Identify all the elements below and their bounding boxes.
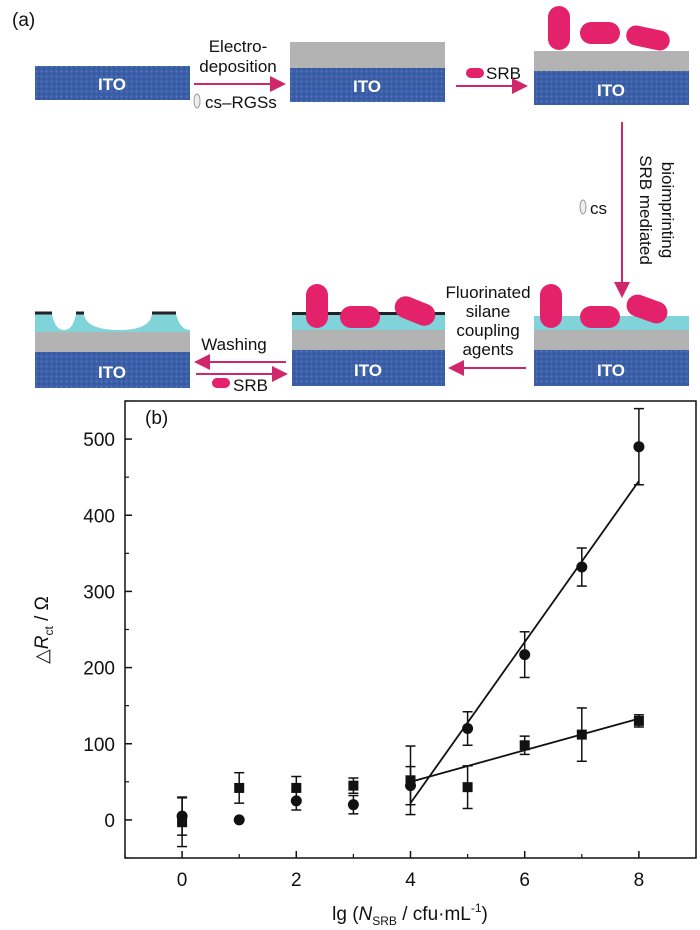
data-point-circle — [233, 814, 245, 826]
svg-text:Electro-: Electro- — [209, 37, 268, 56]
svg-text:Fluorinated: Fluorinated — [445, 283, 530, 302]
step-silane-coupling: Fluorinated silane coupling agents — [445, 283, 531, 376]
data-point-square — [234, 782, 245, 793]
panel-a-label: (a) — [12, 10, 35, 31]
step-srb-adsorption: SRB — [456, 64, 528, 94]
data-point-circle — [519, 649, 531, 661]
bacterium — [626, 294, 668, 324]
data-point-square — [462, 782, 473, 793]
data-point-square — [405, 775, 416, 786]
svg-text:deposition: deposition — [199, 57, 277, 76]
srb-icon — [212, 378, 230, 388]
svg-text:ITO: ITO — [98, 75, 126, 94]
panel-b-label: (b) — [145, 408, 168, 429]
ito-electrode-silane: ITO — [292, 284, 445, 386]
data-point-square — [519, 740, 530, 751]
data-point-square — [576, 729, 587, 740]
step-bioimprinting: SRB mediated bioimprinting cs — [579, 122, 677, 298]
axis-ticks: 0 2 4 6 8 0 100 200 300 400 500 — [83, 400, 697, 891]
svg-text:ITO: ITO — [354, 361, 382, 380]
svg-text:SRB mediated: SRB mediated — [636, 155, 655, 265]
data-markers — [176, 441, 645, 828]
svg-text:silane: silane — [466, 302, 510, 321]
bacterium — [340, 306, 380, 328]
svg-text:ITO: ITO — [597, 361, 625, 380]
y-tick-label: 400 — [83, 506, 115, 527]
ito-electrode-imprinted-cavities: ITO — [35, 311, 190, 388]
ito-electrode-srb-bound: ITO — [534, 6, 689, 105]
bacterium — [548, 6, 570, 50]
svg-text:ITO: ITO — [597, 81, 625, 100]
data-point-circle — [290, 795, 302, 807]
svg-text:SRB: SRB — [233, 376, 268, 395]
data-point-square — [177, 817, 188, 828]
svg-text:bioimprinting: bioimprinting — [658, 162, 677, 258]
x-tick-label: 0 — [177, 870, 188, 891]
svg-text:SRB: SRB — [486, 64, 521, 83]
y-tick-label: 300 — [83, 582, 115, 603]
step-electrodeposition: Electro- deposition cs–RGSs — [193, 37, 286, 112]
bacterium — [580, 22, 620, 44]
bacterium — [626, 25, 670, 51]
y-tick-label: 500 — [83, 430, 115, 451]
data-point-square — [633, 715, 644, 726]
data-point-circle — [347, 799, 359, 811]
bacterium — [394, 296, 436, 326]
svg-text:coupling: coupling — [456, 321, 519, 340]
y-axis-title: △Rct / Ω — [32, 596, 56, 664]
data-point-square — [291, 782, 302, 793]
data-point-circle — [462, 723, 474, 735]
y-tick-label: 0 — [104, 811, 115, 832]
ito-electrode-imprinted-cs: ITO — [534, 284, 689, 386]
x-axis-title: lg (NSRB / cfu·mL-1) — [332, 901, 488, 928]
bacterium — [306, 284, 328, 328]
svg-text:ITO: ITO — [353, 77, 381, 96]
data-point-circle — [633, 441, 645, 453]
bacterium — [580, 306, 620, 328]
x-tick-label: 6 — [519, 870, 530, 891]
ito-electrode-cs-rgs: ITO — [290, 42, 445, 102]
x-tick-label: 8 — [634, 870, 645, 891]
y-tick-label: 100 — [83, 735, 115, 756]
bacterium — [540, 284, 562, 328]
data-point-square — [348, 780, 359, 791]
data-point-circle — [576, 561, 588, 573]
svg-text:cs: cs — [590, 199, 607, 218]
step-washing: Washing SRB — [194, 335, 288, 395]
svg-text:cs–RGSs: cs–RGSs — [205, 93, 277, 112]
svg-text:agents: agents — [462, 340, 513, 359]
x-tick-label: 2 — [291, 870, 302, 891]
svg-text:Washing: Washing — [201, 335, 267, 354]
ito-electrode-bare: ITO — [35, 66, 190, 100]
y-tick-label: 200 — [83, 659, 115, 680]
chart-panel: (b) 0 2 4 6 8 0 100 200 300 400 500 lg (NSRB / cfu… — [32, 400, 697, 928]
srb-icon — [466, 68, 484, 78]
cs-rgs-icon — [193, 93, 201, 109]
schematic-panel: (a) ITO Electro- deposition cs–RGSs ITO … — [12, 6, 689, 395]
x-tick-label: 4 — [405, 870, 416, 891]
svg-text:ITO: ITO — [98, 363, 126, 382]
cs-icon — [579, 199, 587, 215]
